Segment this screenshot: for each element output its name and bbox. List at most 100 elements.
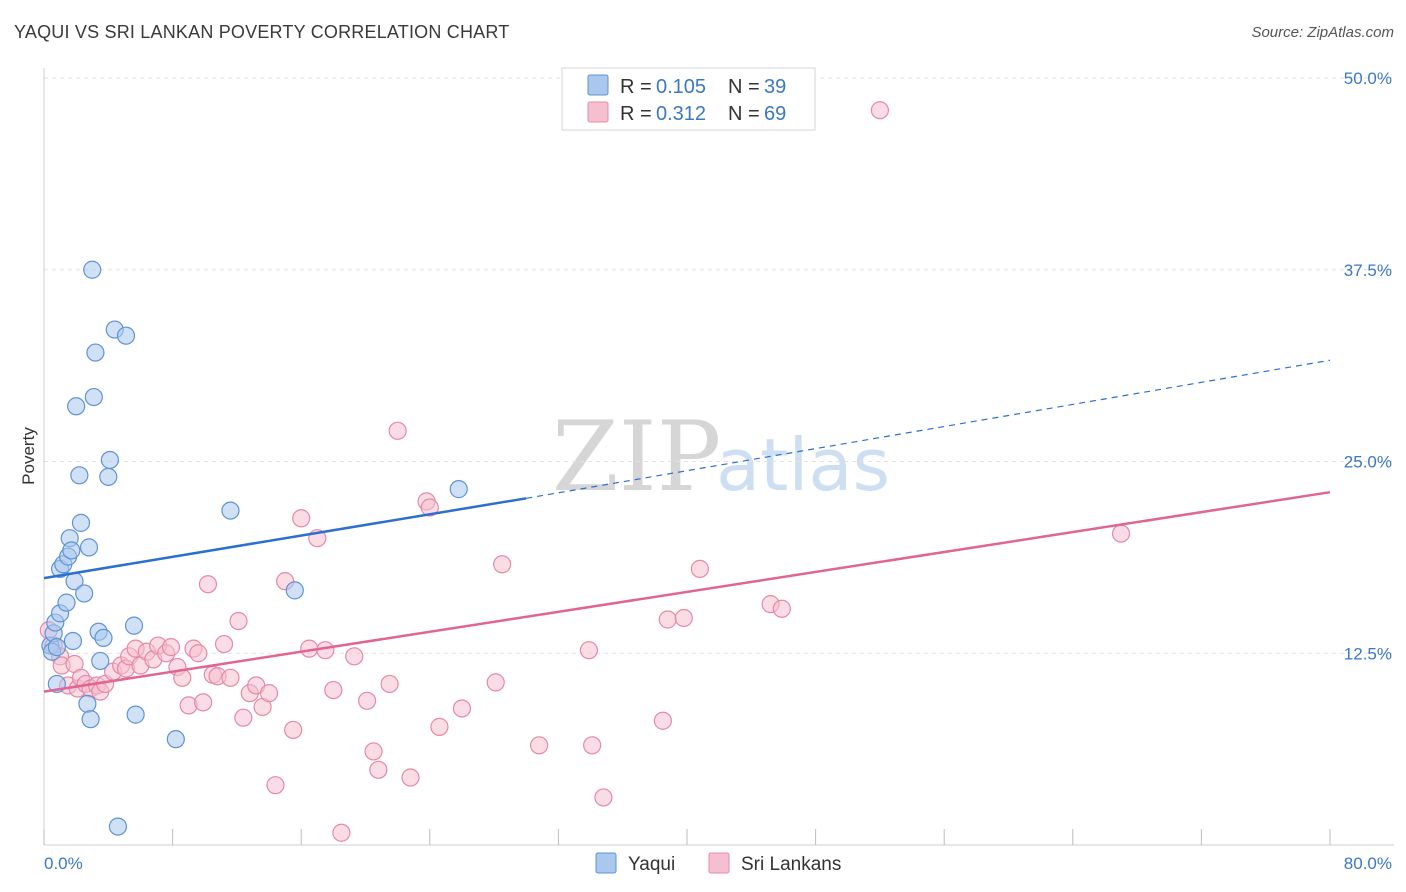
yaqui-point [100,450,120,470]
yaqui-point [75,584,94,603]
sri-lankans-point [430,717,449,736]
watermark-zip: ZIP [552,401,721,513]
sri-lankans-point [369,760,388,779]
yaqui-point [124,616,144,635]
legend-sri-lankans-r-label: R = [620,103,652,125]
sri-lankans-point [420,498,439,517]
sri-lankans-point [594,788,613,807]
legend-swatch-yaqui [587,74,609,96]
sri-lankans-point [486,673,505,692]
series-yaqui-points [41,260,468,836]
sri-lankans-point [284,720,303,740]
x-tick-label-min: 0.0% [44,854,83,873]
yaqui-point [62,541,81,560]
yaqui-point [108,817,128,836]
legend-yaqui-n-label: N = [728,76,760,98]
sri-lankans-point [1111,524,1131,543]
grid-lines [44,77,1394,654]
sri-lankans-point [653,711,672,730]
trend-lines [43,359,1331,693]
chart-title: YAQUI VS SRI LANKAN POVERTY CORRELATION … [14,22,510,42]
sri-lankans-point [292,509,311,528]
y-tick-label: 25.0% [1344,453,1392,472]
yaqui-point [91,651,110,671]
sri-lankans-trend-line [43,490,1331,693]
y-tick-label: 12.5% [1344,644,1392,663]
yaqui-point [78,694,97,713]
yaqui-point [449,480,468,499]
sri-lankans-point [674,608,693,628]
legend-swatch-sri-lankans [587,101,609,123]
yaqui-trend-line [43,497,527,580]
bottom-legend-swatch-yaqui [595,852,617,874]
series-legend: Yaqui Sri Lankans [595,852,841,875]
yaqui-point [166,730,185,749]
yaqui-point [81,710,100,729]
yaqui-point [116,326,136,345]
bottom-legend-sri-lankans: Sri Lankans [741,854,841,875]
legend-yaqui-r-value: 0.105 [656,76,706,98]
sri-lankans-point [401,768,420,787]
sri-lankans-point [345,647,364,666]
sri-lankans-point [266,776,285,795]
sri-lankans-point [358,691,377,710]
sri-lankans-point [161,638,181,657]
sri-lankans-point [189,644,208,663]
yaqui-point [84,387,103,407]
sri-lankans-point [324,680,343,700]
stats-legend: R = 0.105 N = 39 R = 0.312 N = 69 [561,67,816,131]
yaqui-point [83,260,102,279]
sri-lankans-point [364,742,383,761]
yaqui-point [57,593,76,612]
sri-lankans-point [388,421,407,440]
legend-yaqui-r-label: R = [620,76,652,98]
sri-lankans-point [658,610,677,629]
yaqui-point [285,581,304,600]
x-tick-label-max: 80.0% [1344,854,1392,873]
y-axis-tick-labels: 12.5% 25.0% 37.5% 50.0% [1344,69,1392,663]
yaqui-point [67,397,86,416]
bottom-legend-swatch-sri-lankans [708,852,730,874]
yaqui-point [70,466,89,485]
sri-lankans-point [452,699,472,718]
y-tick-label: 50.0% [1344,69,1392,88]
yaqui-point [94,628,113,648]
yaqui-point [47,638,66,657]
sri-lankans-point [583,736,602,755]
yaqui-trend-extension [526,359,1331,499]
y-axis-title: Poverty [19,427,38,485]
sri-lankans-point [194,693,213,712]
watermark-atlas: atlas [716,423,890,507]
bottom-legend-yaqui: Yaqui [628,854,675,875]
sri-lankans-point [380,674,399,694]
y-tick-label: 37.5% [1344,261,1392,280]
yaqui-point [86,343,105,362]
yaqui-point [99,467,118,486]
sri-lankans-point [198,575,218,594]
sri-lankans-point [316,641,335,660]
sri-lankans-point [772,599,791,618]
sri-lankans-point [493,555,512,574]
source-label: Source: ZipAtlas.com [1251,24,1394,41]
sri-lankans-point [259,684,279,703]
sri-lankans-point [234,708,253,727]
x-axis-ticks [43,829,1331,845]
yaqui-point [71,513,91,532]
sri-lankans-point [332,823,351,842]
sri-lankans-point [221,668,240,687]
sri-lankans-point [214,634,234,654]
legend-sri-lankans-n-label: N = [728,103,760,125]
yaqui-point [126,705,145,724]
sri-lankans-point [579,641,599,660]
sri-lankans-point [530,736,549,755]
yaqui-point [63,631,83,651]
yaqui-point [221,501,240,520]
legend-sri-lankans-r-value: 0.312 [656,103,706,125]
legend-sri-lankans-n-value: 69 [764,103,786,125]
legend-yaqui-n-value: 39 [764,76,786,98]
sri-lankans-point [870,101,890,120]
sri-lankans-point [690,559,709,578]
sri-lankans-point [229,611,248,631]
yaqui-point [79,538,99,557]
